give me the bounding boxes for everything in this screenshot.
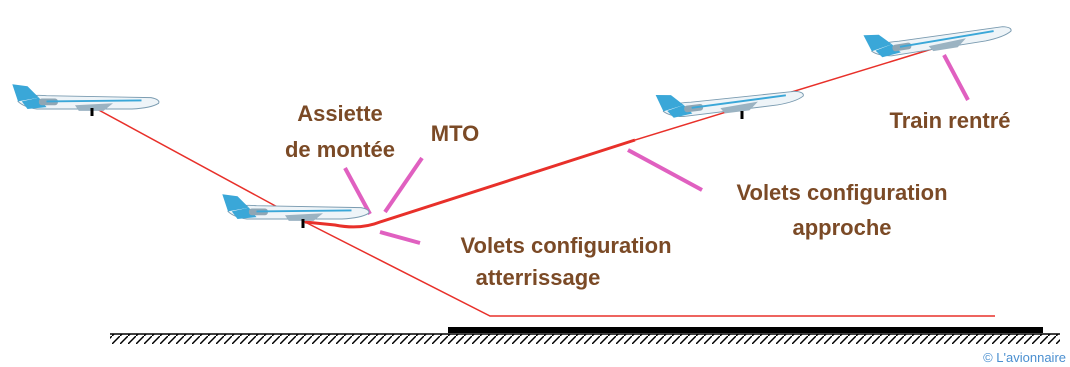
label: Train rentré	[889, 108, 1010, 133]
plane	[863, 12, 1012, 61]
label: de montée	[285, 137, 395, 162]
plane	[222, 194, 369, 221]
diagram: Assiette de montée MTO Volets configurat…	[0, 0, 1070, 367]
label: Assiette	[297, 101, 383, 126]
label: Volets configuration	[460, 233, 671, 258]
label: MTO	[431, 121, 479, 146]
ground-hatch	[110, 334, 1060, 344]
plane	[12, 84, 159, 111]
copyright: © L'avionnaire	[983, 350, 1066, 365]
label: Volets configuration	[736, 180, 947, 205]
runway	[448, 327, 1043, 333]
plane	[656, 77, 805, 121]
label: approche	[792, 215, 891, 240]
label: atterrissage	[476, 265, 601, 290]
